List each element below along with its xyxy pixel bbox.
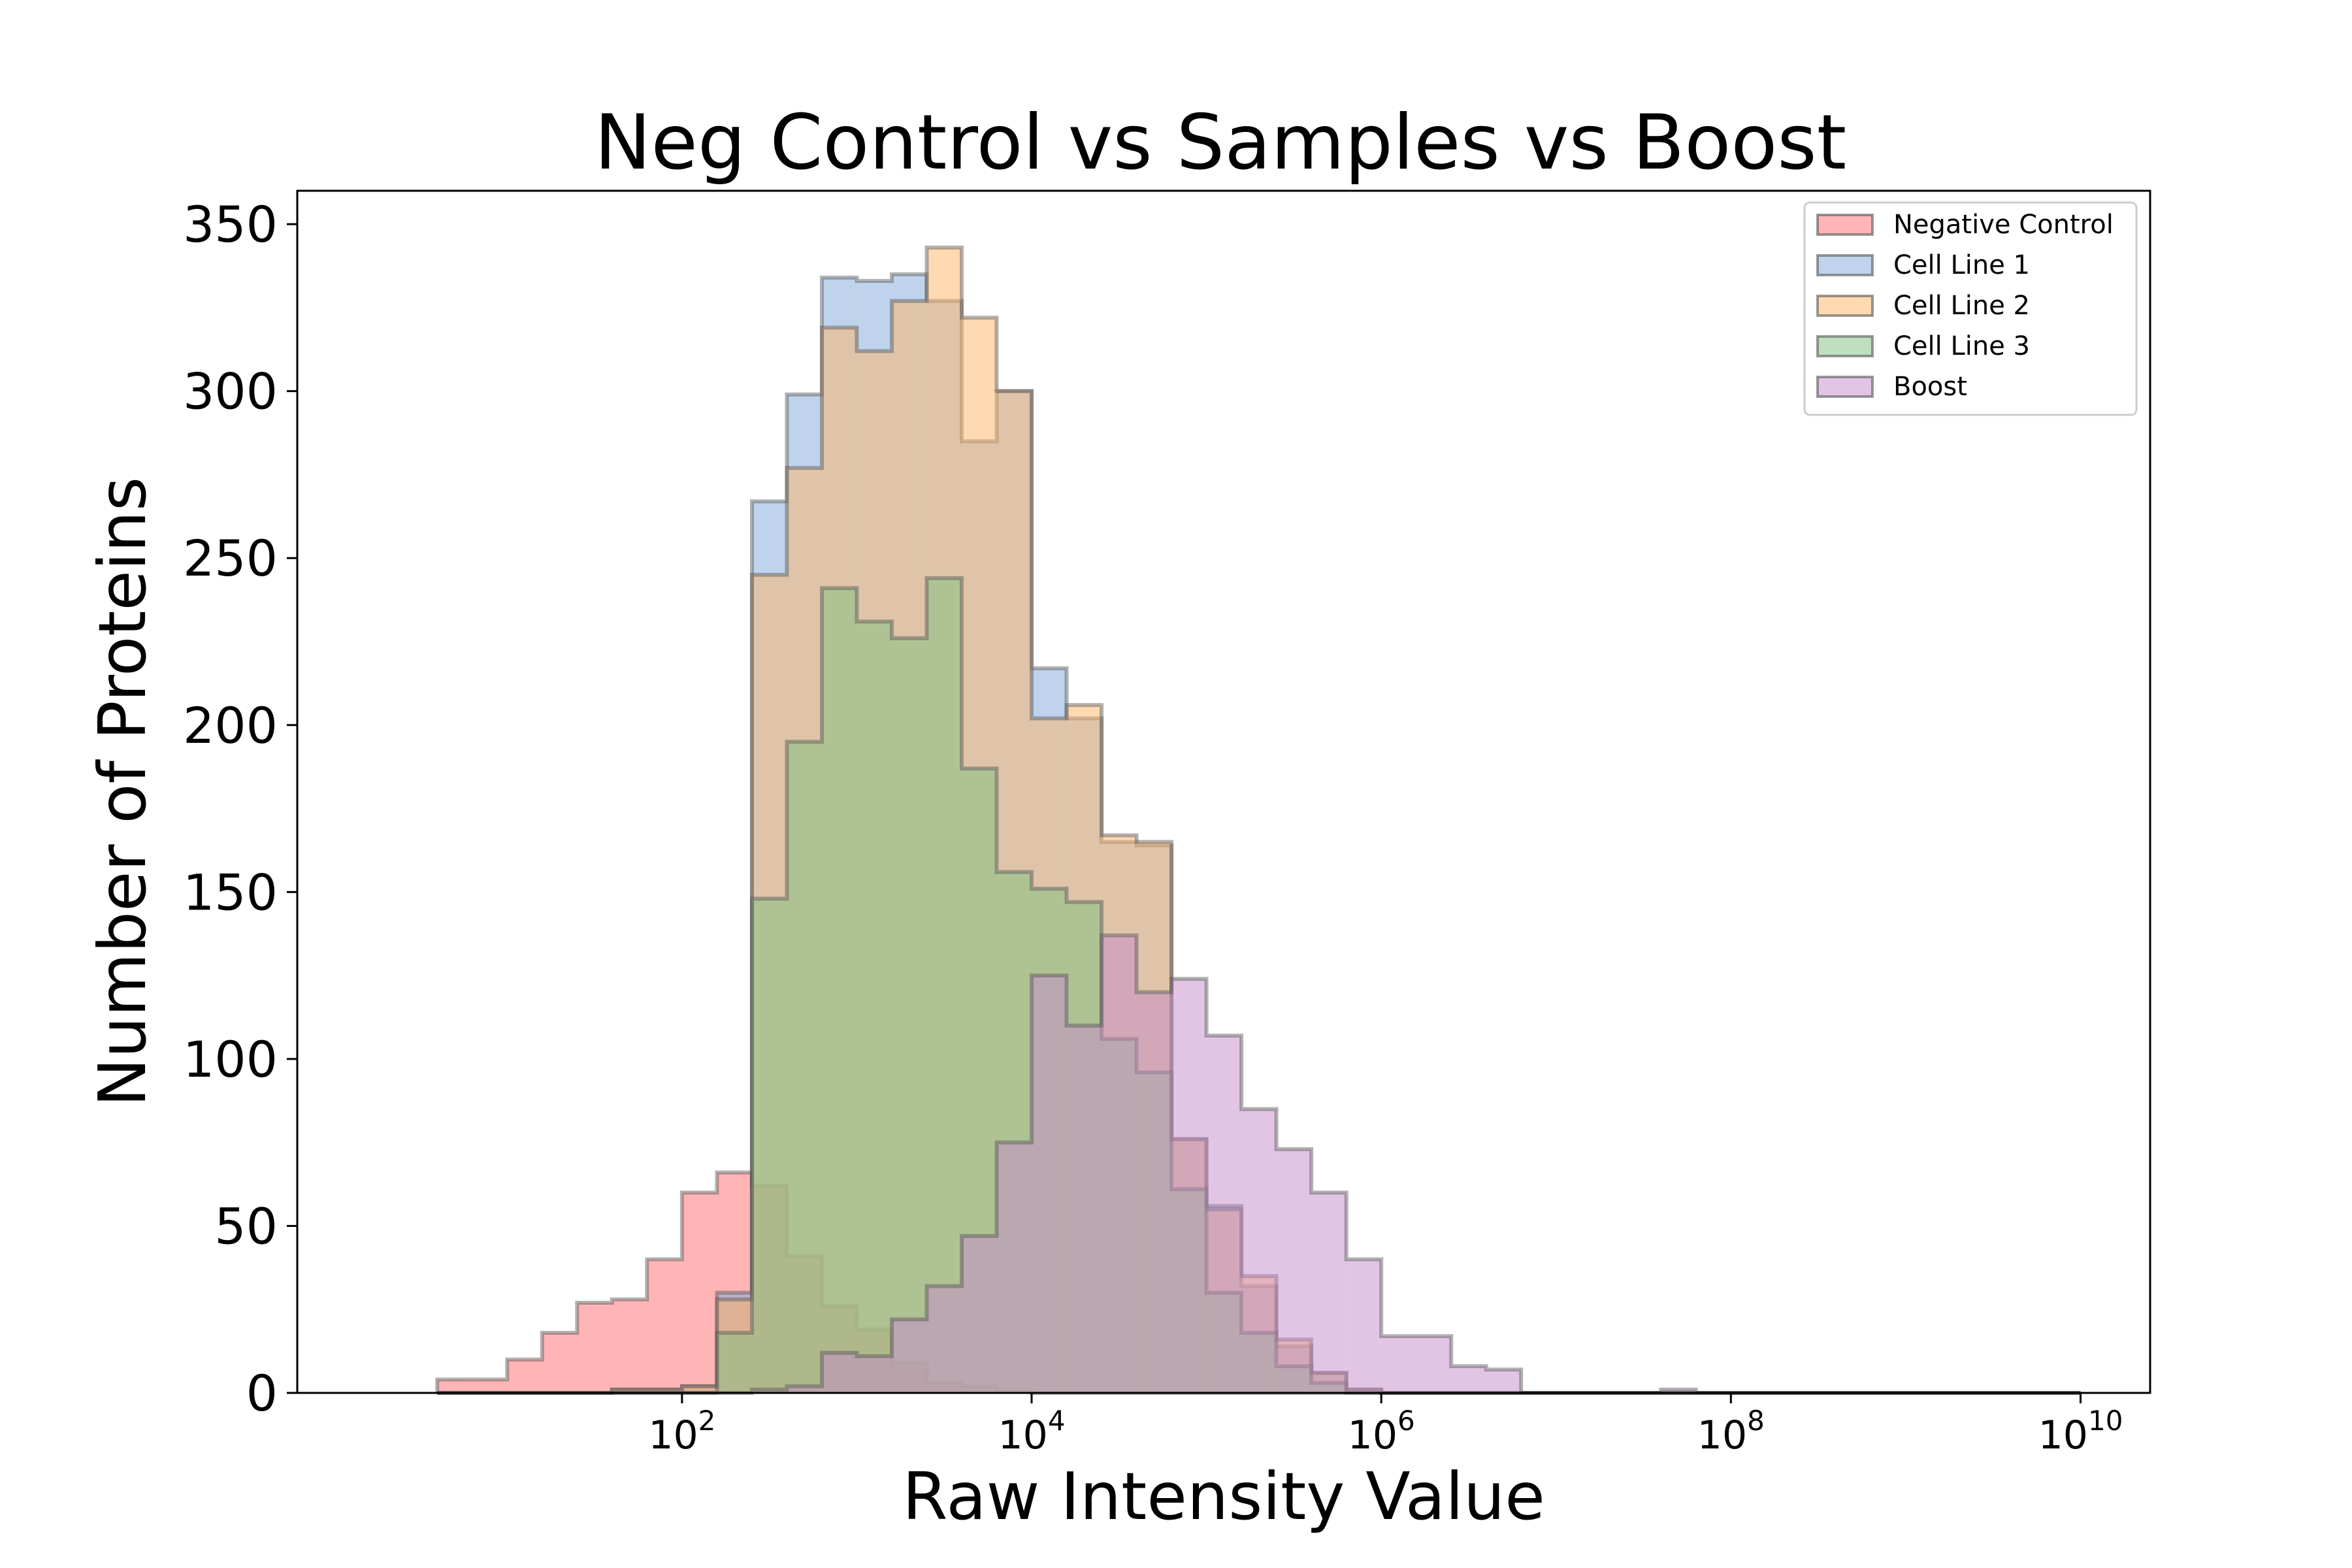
histogram-bar [647, 1259, 682, 1393]
y-tick-label: 50 [214, 1197, 278, 1255]
histogram-bar [1102, 935, 1137, 1393]
chart-title: Neg Control vs Samples vs Boost [595, 99, 1846, 187]
histogram-bar [857, 621, 892, 1393]
y-axis: 0 50 100 150 200 250 300 350 [183, 195, 297, 1422]
legend-swatch [1816, 254, 1874, 276]
histogram-bar [1346, 1259, 1382, 1393]
x-tick-label: 108 [1697, 1405, 1765, 1458]
histogram-bar [612, 1389, 647, 1393]
histogram-bar [1171, 979, 1207, 1393]
histogram-bar [542, 1333, 578, 1393]
histogram-bar [1206, 1036, 1242, 1393]
histogram-bar [1276, 1149, 1312, 1393]
histogram-bar [472, 1379, 508, 1393]
histogram-bar [1241, 1109, 1277, 1393]
legend-swatch [1816, 335, 1874, 357]
histogram-bar [1661, 1389, 1696, 1393]
histogram-bar [1381, 1336, 1416, 1393]
histogram-bar [717, 1333, 752, 1393]
y-tick-label: 300 [183, 363, 278, 421]
x-axis: 102 104 106 108 1010 [648, 1393, 2123, 1458]
histogram-bar [961, 1235, 997, 1393]
x-axis-label: Raw Intensity Value [902, 1458, 1545, 1535]
histogram-bars [435, 245, 2081, 1395]
series-4 [437, 933, 2081, 1395]
legend: Negative Control Cell Line 1 Cell Line 2 Ce… [1803, 201, 2138, 416]
histogram-bar [681, 1192, 717, 1393]
y-tick-label: 350 [183, 195, 278, 253]
histogram-bar [926, 578, 962, 1393]
histogram-bar [891, 638, 927, 1393]
legend-swatch [1816, 295, 1874, 317]
legend-label: Cell Line 2 [1893, 291, 2030, 321]
y-tick-label: 100 [183, 1030, 278, 1088]
legend-label: Cell Line 3 [1893, 331, 2030, 361]
histogram-bar [1311, 1192, 1347, 1393]
series-outline [437, 933, 2081, 1395]
y-tick-label: 200 [183, 696, 278, 755]
legend-label: Boost [1893, 372, 1967, 402]
histogram-bar [857, 1356, 892, 1393]
histogram-bar [1066, 1025, 1102, 1393]
histogram-bar [647, 1389, 682, 1393]
histogram-bar [751, 1389, 787, 1393]
histogram-bar [1486, 1369, 1522, 1393]
histogram-bar [787, 1386, 822, 1393]
x-tick-label: 106 [1348, 1405, 1415, 1458]
x-tick-label: 104 [998, 1405, 1065, 1458]
histogram-bar [437, 1379, 472, 1393]
histogram-bar [1032, 975, 1067, 1393]
histogram-bar [787, 742, 822, 1393]
legend-swatch [1816, 376, 1874, 398]
histogram-bar [821, 1352, 857, 1393]
histogram-bar [891, 1319, 927, 1393]
histogram-bar [577, 1303, 612, 1393]
legend-swatch [1816, 214, 1874, 236]
plot-frame [296, 189, 2151, 1394]
histogram-bar [926, 1286, 962, 1393]
histogram-bar [1451, 1366, 1486, 1393]
y-tick-label: 250 [183, 529, 278, 587]
histogram-bar [996, 1142, 1032, 1393]
y-tick-label: 150 [183, 863, 278, 921]
histogram-bar [821, 588, 857, 1393]
histogram-bar [612, 1299, 647, 1393]
legend-box [1803, 201, 2138, 416]
histogram-bar [751, 898, 787, 1393]
x-tick-label: 1010 [2038, 1405, 2123, 1458]
histogram-bar [681, 1386, 717, 1393]
x-tick-label: 102 [648, 1405, 715, 1458]
y-axis-label: Number of Proteins [84, 477, 161, 1107]
legend-label: Negative Control [1893, 210, 2114, 240]
histogram-bar [1136, 992, 1172, 1393]
y-tick-label: 0 [246, 1364, 278, 1422]
histogram-bar [507, 1359, 542, 1393]
legend-label: Cell Line 1 [1893, 250, 2030, 280]
histogram-bar [1416, 1336, 1452, 1393]
